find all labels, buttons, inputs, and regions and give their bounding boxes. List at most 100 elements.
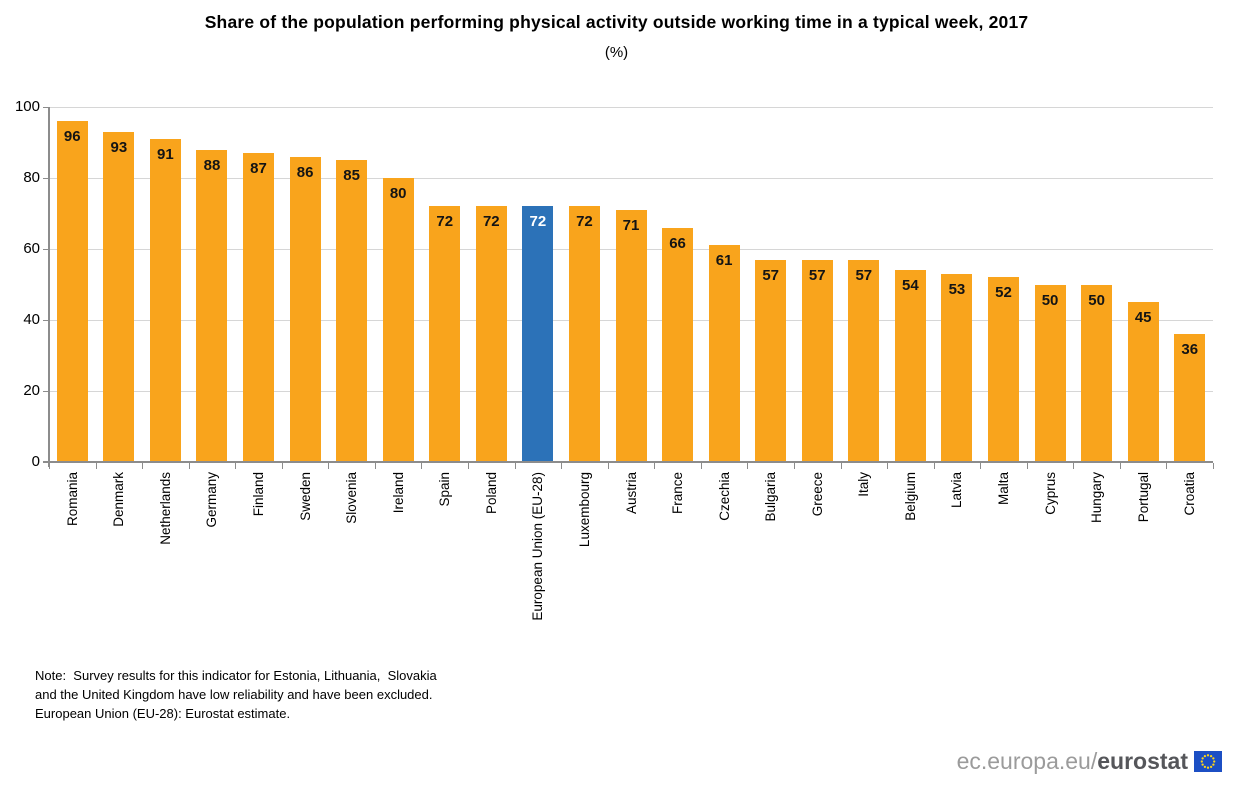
footnote-line-3: European Union (EU-28): Eurostat estimat… — [35, 706, 291, 721]
bar: 54 — [894, 270, 926, 462]
x-axis-tick — [468, 463, 470, 469]
bar: 57 — [801, 259, 833, 462]
x-axis-label: Romania — [64, 472, 80, 527]
x-axis-tick — [235, 463, 237, 469]
bar-value-label: 54 — [902, 277, 919, 295]
x-axis-tick — [1073, 463, 1075, 469]
x-axis-label: Luxembourg — [576, 472, 592, 548]
gridline — [49, 107, 1213, 108]
bar-value-label: 36 — [1181, 341, 1199, 359]
bar-value-label: 93 — [110, 138, 128, 156]
bar-value-label: 72 — [529, 213, 547, 231]
x-axis-tick — [514, 463, 516, 469]
bar-value-label: 91 — [157, 145, 174, 163]
x-axis-label: Ireland — [390, 472, 406, 514]
bar: 57 — [848, 259, 880, 462]
bar-value-label: 85 — [343, 167, 360, 185]
x-axis-label: Czechia — [716, 472, 732, 521]
bar: 53 — [941, 273, 973, 462]
plot-area: 0 20 40 60 80 100 96 Romania 93 Denmark 91 Netherla… — [15, 98, 1214, 621]
x-axis-label: Sweden — [297, 472, 313, 521]
x-axis-label: Germany — [204, 472, 220, 528]
bar-value-label: 80 — [389, 185, 407, 202]
bar-value-label: 66 — [669, 234, 686, 252]
x-axis-tick — [793, 463, 795, 469]
x-axis-tick — [980, 463, 982, 469]
x-axis-label: Portugal — [1135, 472, 1151, 523]
bar: 61 — [708, 245, 740, 462]
x-axis-tick — [421, 463, 423, 469]
x-axis-label: Finland — [251, 472, 267, 517]
bar: 96 — [56, 121, 88, 462]
x-axis-tick — [561, 463, 563, 469]
bar: 45 — [1127, 302, 1159, 462]
bar: 87 — [243, 153, 275, 462]
x-axis-line — [43, 461, 1213, 463]
x-axis-tick — [654, 463, 656, 469]
bar-value-label: 50 — [1041, 291, 1059, 309]
bar-value-label: 57 — [808, 266, 826, 284]
x-axis-tick — [281, 463, 283, 469]
x-axis-label: France — [670, 472, 686, 515]
y-axis-label: 20 — [23, 382, 40, 399]
footnote: Note: Survey results for this indicator … — [35, 666, 437, 723]
x-axis-tick — [700, 463, 702, 469]
x-axis-label: European Union (EU-28) — [530, 472, 546, 621]
bar: 57 — [755, 259, 787, 462]
bar-value-label: 72 — [436, 213, 454, 231]
x-axis-tick — [607, 463, 609, 469]
x-axis-tick — [374, 463, 376, 469]
bar-value-label: 50 — [1088, 291, 1105, 309]
x-axis-tick — [747, 463, 749, 469]
bar: 50 — [1034, 284, 1066, 462]
x-axis-label: Austria — [623, 472, 639, 515]
y-axis-label: 100 — [14, 98, 40, 115]
x-axis-label: Denmark — [111, 472, 127, 527]
y-axis-label: 80 — [23, 169, 40, 186]
bar: 72 — [475, 206, 507, 462]
y-axis-tick — [43, 391, 49, 392]
bar-value-label: 53 — [948, 280, 966, 298]
x-axis-tick — [840, 463, 842, 469]
bar: 72 — [568, 206, 600, 462]
bar-value-label: 86 — [296, 163, 314, 181]
bar-value-label: 88 — [203, 156, 221, 174]
bar: 72 — [522, 206, 554, 462]
y-axis-label: 40 — [23, 311, 40, 328]
x-axis-tick — [1026, 463, 1028, 469]
bar: 52 — [987, 277, 1019, 462]
bar-value-label: 71 — [622, 216, 640, 234]
chart-title: Share of the population performing physi… — [204, 12, 1029, 32]
bar-value-label: 96 — [63, 128, 81, 146]
bar: 80 — [382, 178, 414, 462]
x-axis-label: Bulgaria — [763, 472, 779, 522]
gridline — [49, 178, 1213, 179]
bar: 93 — [103, 131, 135, 462]
bar: 71 — [615, 209, 647, 462]
x-axis-tick — [887, 463, 889, 469]
x-axis-label: Cyprus — [1042, 472, 1058, 515]
x-axis-tick — [1166, 463, 1168, 469]
bar: 85 — [336, 160, 368, 462]
x-axis-tick — [328, 463, 330, 469]
footer-brand-name: eurostat — [1097, 748, 1188, 774]
footnote-line-2: and the United Kingdom have low reliabil… — [35, 687, 433, 702]
x-axis-label: Belgium — [902, 472, 918, 521]
x-axis-label: Greece — [809, 472, 825, 517]
bar-value-label: 52 — [995, 284, 1012, 302]
x-axis-tick — [1213, 463, 1214, 469]
footer-brand: ec.europa.eu/eurostat — [957, 748, 1222, 775]
x-axis-label: Poland — [483, 472, 499, 515]
y-axis-tick — [43, 249, 49, 250]
y-axis-label: 0 — [31, 453, 40, 470]
bar: 91 — [149, 138, 181, 462]
x-axis-label: Hungary — [1089, 472, 1105, 524]
bar: 88 — [196, 149, 228, 462]
x-axis-label: Croatia — [1182, 472, 1198, 516]
bar-value-label: 45 — [1134, 309, 1152, 327]
y-axis-tick — [43, 178, 49, 179]
y-axis-tick — [43, 320, 49, 321]
x-axis-tick — [1119, 463, 1121, 469]
bar-value-label: 61 — [715, 252, 733, 270]
